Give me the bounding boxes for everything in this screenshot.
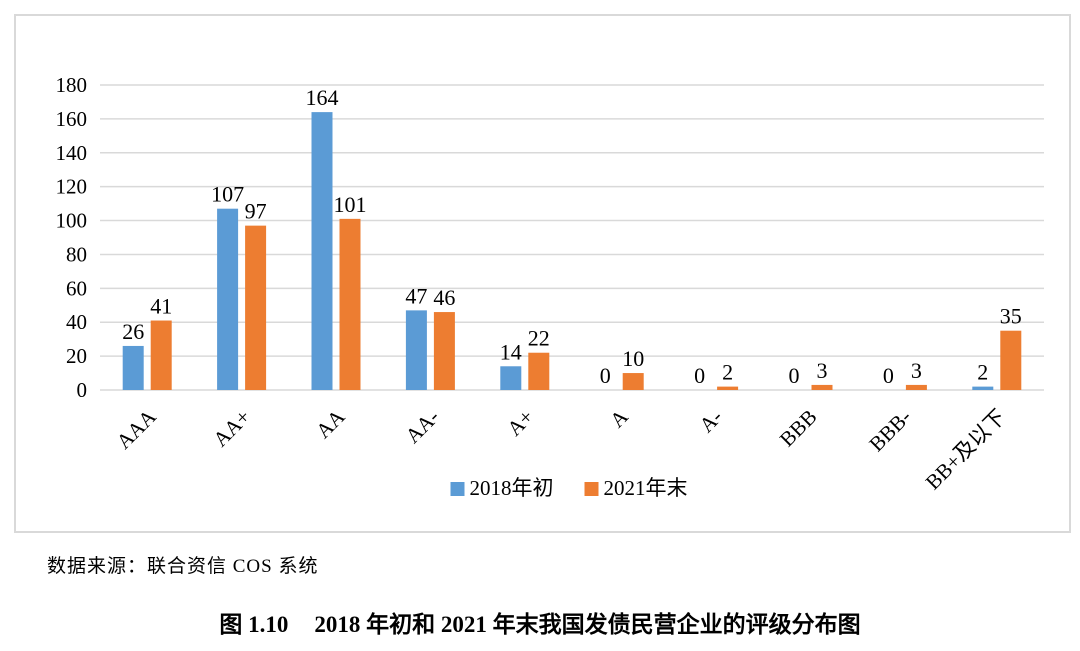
bar-2021年末-BBB <box>811 384 833 390</box>
bar-value-label: 26 <box>122 319 144 344</box>
x-category-label: BB+及以下 <box>921 405 1011 495</box>
bar-value-label: 101 <box>334 192 367 217</box>
bar-value-label: 97 <box>245 199 267 224</box>
x-category-label: AA+ <box>208 405 255 452</box>
x-category-label: AA- <box>401 405 444 448</box>
bar-2021年末-A+ <box>528 352 550 390</box>
legend-label: 2021年末 <box>604 476 688 500</box>
bar-value-label: 46 <box>433 285 455 310</box>
data-source-note: 数据来源：联合资信 COS 系统 <box>47 556 319 577</box>
bar-2021年末-AA <box>339 218 361 390</box>
y-tick-label: 140 <box>56 141 88 165</box>
bar-2021年末-BBB- <box>905 384 927 390</box>
legend-swatch <box>450 482 465 496</box>
y-tick-label: 0 <box>77 378 88 402</box>
bar-value-label: 164 <box>306 85 339 110</box>
bar-value-label: 35 <box>1000 304 1022 329</box>
bar-2021年末-AA- <box>433 312 455 390</box>
y-tick-label: 180 <box>56 73 88 97</box>
bar-value-label: 14 <box>500 339 522 364</box>
bar-2021年末-BB+及以下 <box>1000 330 1022 390</box>
bar-value-label: 0 <box>883 363 894 388</box>
y-tick-label: 120 <box>56 175 88 199</box>
bar-2018年初-AA+ <box>217 208 239 390</box>
bar-2021年末-AA+ <box>245 225 267 390</box>
y-tick-label: 160 <box>56 107 88 131</box>
bar-value-label: 2 <box>977 360 988 385</box>
bar-value-label: 0 <box>789 363 800 388</box>
bar-value-label: 0 <box>600 363 611 388</box>
bar-value-label: 3 <box>911 358 922 383</box>
figure-caption: 图 1.10 2018 年初和 2021 年末我国发债民营企业的评级分布图 <box>0 605 1080 639</box>
bar-2018年初-AA <box>311 112 333 390</box>
legend-label: 2018年初 <box>470 476 554 500</box>
y-tick-label: 40 <box>66 310 87 334</box>
figure-caption-text: 2018 年初和 2021 年末我国发债民营企业的评级分布图 <box>314 612 861 637</box>
x-category-label: BBB <box>775 405 822 452</box>
bar-value-label: 47 <box>405 283 427 308</box>
bar-2021年末-AAA <box>150 320 172 390</box>
x-category-label: BBB- <box>864 405 916 457</box>
bar-value-label: 10 <box>622 346 644 371</box>
bar-value-label: 2 <box>722 360 733 385</box>
bar-2018年初-AA- <box>405 310 427 390</box>
bar-2018年初-BB+及以下 <box>972 386 994 390</box>
bar-2018年初-AAA <box>122 345 144 390</box>
bar-value-label: 3 <box>817 358 828 383</box>
x-category-label: AAA <box>112 404 162 454</box>
chart-frame: 0 20 40 60 80 100 120 140 160 180 26 41 AAA 107 97 AA+ 1… <box>14 14 1071 533</box>
y-tick-label: 60 <box>66 276 87 300</box>
x-category-label: A <box>605 404 633 432</box>
y-tick-label: 100 <box>56 209 88 233</box>
bar-value-label: 41 <box>150 294 172 319</box>
figure-caption-number: 图 1.10 <box>219 612 289 637</box>
x-category-label: A+ <box>502 405 538 441</box>
y-tick-label: 20 <box>66 344 87 368</box>
bar-chart: 0204060801001201401601802641AAA10797AA+1… <box>56 73 1044 500</box>
bar-2021年末-A- <box>717 386 739 390</box>
bar-value-label: 107 <box>211 182 244 207</box>
bar-2018年初-A+ <box>500 366 522 390</box>
bar-value-label: 22 <box>528 326 550 351</box>
y-tick-label: 80 <box>66 242 87 266</box>
legend-swatch <box>584 482 599 496</box>
bar-2021年末-A <box>622 373 644 390</box>
bar-value-label: 0 <box>694 363 705 388</box>
x-category-label: A- <box>694 405 727 438</box>
x-category-label: AA <box>311 404 350 443</box>
